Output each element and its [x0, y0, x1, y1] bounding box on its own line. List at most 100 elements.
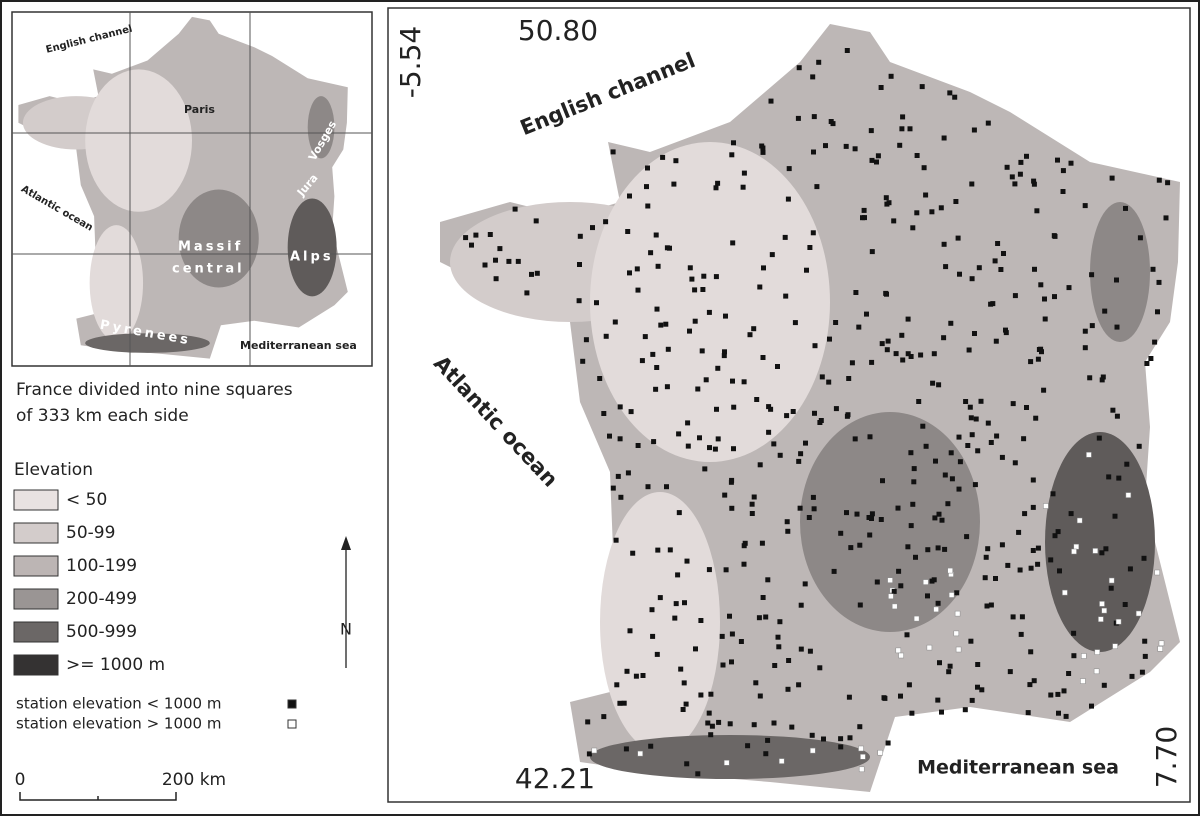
- station: [965, 443, 971, 448]
- station: [852, 436, 858, 442]
- station: [968, 415, 974, 421]
- station: [713, 185, 719, 191]
- station: [1114, 413, 1120, 419]
- station: [534, 270, 540, 276]
- station: [956, 486, 962, 492]
- station: [730, 378, 735, 384]
- station: [680, 707, 686, 712]
- station: [624, 668, 630, 674]
- station: [911, 479, 917, 485]
- lowland: [590, 142, 830, 462]
- station: [778, 758, 785, 764]
- station: [976, 265, 982, 271]
- station: [1098, 616, 1104, 622]
- inset-label: Massif: [178, 240, 243, 255]
- station: [625, 229, 631, 234]
- station: [757, 284, 763, 290]
- station: [913, 615, 920, 622]
- station: [685, 443, 691, 449]
- station: [993, 338, 999, 344]
- station: [1141, 555, 1147, 561]
- station: [761, 265, 766, 271]
- station: [938, 205, 944, 211]
- station: [745, 743, 751, 749]
- station: [809, 732, 815, 738]
- station: [610, 485, 616, 491]
- station: [771, 720, 777, 726]
- inset-grid: [12, 12, 372, 366]
- station: [969, 181, 975, 187]
- station: [623, 746, 629, 752]
- station: [972, 482, 978, 488]
- station: [888, 73, 894, 79]
- station: [947, 567, 953, 574]
- station: [792, 320, 798, 326]
- station: [811, 506, 817, 512]
- station: [618, 494, 624, 500]
- station: [1005, 562, 1011, 568]
- station: [885, 338, 891, 344]
- station: [1081, 653, 1087, 659]
- station: [715, 365, 721, 371]
- station: [655, 547, 661, 553]
- station: [898, 693, 903, 699]
- station: [577, 233, 583, 239]
- station: [988, 602, 994, 608]
- station: [823, 143, 828, 149]
- station: [775, 364, 780, 369]
- station: [969, 432, 975, 438]
- station: [703, 377, 709, 383]
- station: [858, 766, 865, 773]
- station: [985, 420, 991, 426]
- station: [1038, 346, 1044, 352]
- station: [963, 399, 969, 404]
- station: [698, 692, 704, 698]
- coordinate-label: 7.70: [1150, 726, 1183, 788]
- station: [790, 409, 796, 414]
- station: [968, 638, 974, 644]
- station: [923, 443, 929, 449]
- station: [1102, 308, 1108, 314]
- station: [1099, 550, 1105, 556]
- station: [1056, 710, 1061, 716]
- station: [897, 142, 903, 148]
- station: [905, 316, 911, 322]
- station: [878, 517, 884, 522]
- station: [1018, 631, 1024, 637]
- station: [993, 576, 998, 581]
- station: [1061, 688, 1067, 694]
- station: [723, 567, 729, 573]
- station: [812, 343, 818, 349]
- station: [769, 252, 775, 258]
- station: [1012, 181, 1018, 187]
- station: [957, 459, 963, 465]
- station: [866, 515, 872, 520]
- station: [1060, 168, 1066, 174]
- station: [650, 351, 656, 357]
- station: [796, 682, 802, 688]
- station: [919, 84, 925, 90]
- station: [1028, 359, 1034, 365]
- station: [689, 276, 695, 282]
- station: [1076, 517, 1083, 524]
- station: [923, 192, 929, 198]
- inset-label: Mediterranean sea: [240, 339, 357, 352]
- station: [1124, 461, 1130, 467]
- station: [1156, 177, 1162, 183]
- station: [803, 440, 808, 446]
- station: [1055, 529, 1061, 535]
- station: [926, 644, 933, 651]
- station: [653, 386, 659, 392]
- station: [723, 313, 728, 319]
- station: [908, 523, 914, 529]
- station: [1042, 316, 1048, 322]
- station: [895, 647, 902, 654]
- station: [760, 149, 766, 155]
- station: [806, 515, 812, 520]
- station: [922, 579, 929, 585]
- station: [810, 494, 816, 500]
- station: [810, 747, 816, 754]
- station: [487, 232, 493, 237]
- station: [1123, 205, 1128, 211]
- station: [798, 602, 804, 608]
